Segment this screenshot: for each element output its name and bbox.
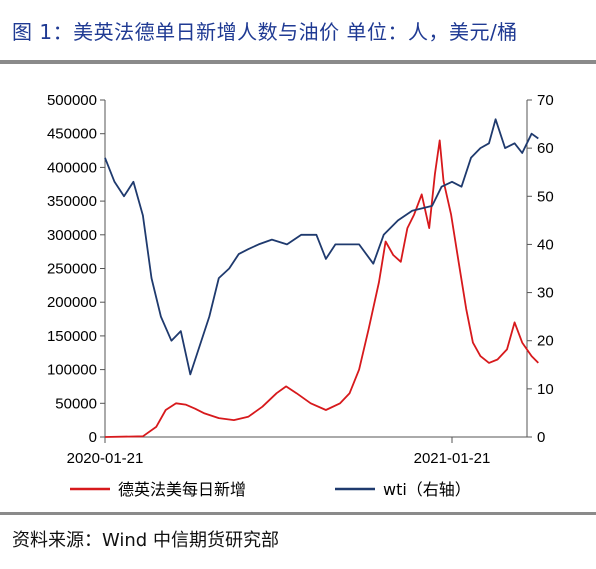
chart-axes: 0 50000 100000 150000 200000 250000 300000 3500… [47, 92, 554, 467]
left-tick-label: 350000 [47, 193, 97, 210]
left-tick-label: 300000 [47, 227, 97, 244]
left-tick-label: 150000 [47, 328, 97, 345]
figure-title: 图 1：美英法德单日新增人数与油价 单位：人，美元/桶 [12, 20, 518, 44]
x-tick-label: 2021-01-21 [414, 450, 491, 467]
left-tick-label: 450000 [47, 126, 97, 143]
right-tick-label: 30 [537, 285, 554, 302]
right-tick-label: 70 [537, 92, 554, 109]
right-tick-label: 60 [537, 140, 554, 157]
left-tick-label: 0 [89, 429, 97, 446]
left-tick-label: 100000 [47, 362, 97, 379]
series-line-2 [104, 118, 539, 376]
chart-legend: 德英法美每日新增 wti（右轴） [70, 480, 471, 499]
left-tick-label: 250000 [47, 261, 97, 278]
left-tick-label: 200000 [47, 294, 97, 311]
legend-label-1: 德英法美每日新增 [118, 480, 246, 499]
right-tick-label: 40 [537, 236, 554, 253]
left-tick-label: 500000 [47, 92, 97, 109]
left-tick-label: 400000 [47, 159, 97, 176]
right-tick-label: 0 [537, 429, 545, 446]
source-note: 资料来源：Wind 中信期货研究部 [12, 530, 279, 551]
x-tick-label: 2020-01-21 [67, 450, 144, 467]
bottom-divider [0, 512, 596, 515]
chart-series [104, 118, 539, 438]
series-line-1 [104, 139, 539, 438]
right-tick-label: 50 [537, 188, 554, 205]
right-tick-label: 10 [537, 381, 554, 398]
legend-label-2: wti（右轴） [383, 480, 471, 499]
right-tick-label: 20 [537, 333, 554, 350]
top-divider [0, 60, 596, 64]
left-tick-label: 50000 [55, 395, 97, 412]
